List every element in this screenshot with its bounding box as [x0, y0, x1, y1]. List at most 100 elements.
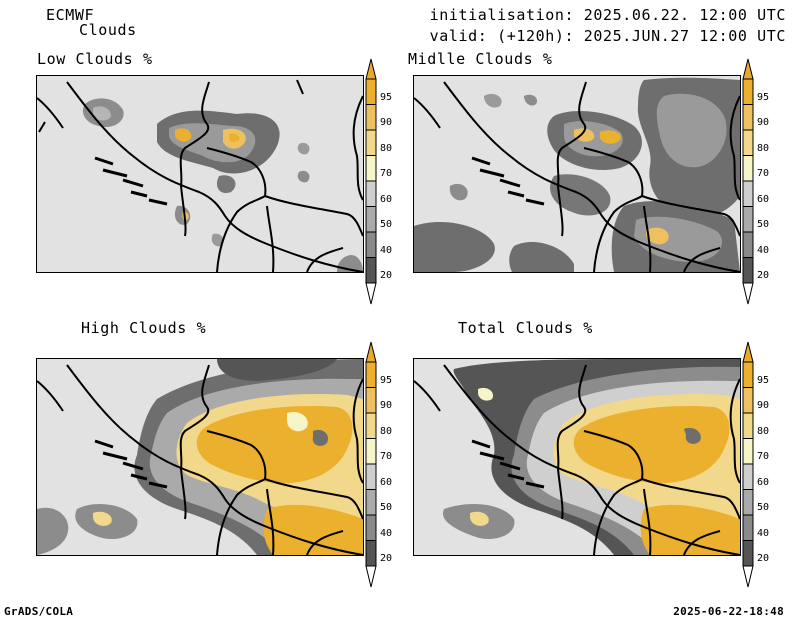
- panel-title-low: Low Clouds %: [37, 50, 153, 68]
- border-lines: [414, 81, 740, 272]
- colorbar-tick-label: 60: [757, 476, 770, 488]
- colorbar-top-arrow: [742, 58, 754, 80]
- colorbar-low: 20 40 50 60 70 80 90 95: [365, 58, 401, 305]
- colorbar-tick-label: 95: [380, 91, 393, 103]
- map-high-clouds: [36, 358, 364, 556]
- colorbar-tick-label: 60: [380, 193, 393, 205]
- colorbar-tick-label: 70: [757, 451, 770, 462]
- colorbar-tick-label: 20: [380, 553, 393, 564]
- colorbar-band: [365, 231, 377, 258]
- map-low-clouds: [36, 75, 364, 273]
- colorbar-band: [742, 257, 754, 284]
- colorbar-band: [742, 104, 754, 131]
- cloud-shading: [82, 98, 363, 272]
- colorbar-bottom-arrow: [365, 282, 377, 305]
- colorbar-band: [742, 206, 754, 233]
- footer-timestamp: 2025-06-22-18:48: [673, 605, 784, 618]
- colorbar-top-arrow: [365, 341, 377, 363]
- colorbar-band: [365, 361, 377, 388]
- panel-title-high: High Clouds %: [81, 319, 207, 337]
- colorbar-tick-label: 80: [380, 142, 393, 154]
- colorbar-tick-label: 95: [757, 91, 770, 103]
- colorbar-band: [365, 438, 377, 465]
- colorbar-band: [365, 387, 377, 414]
- colorbar-band: [365, 155, 377, 182]
- colorbar-tick-label: 90: [380, 400, 393, 411]
- colorbar-tick-label: 80: [757, 425, 770, 437]
- colorbar-middle: 20 40 50 60 70 80 90 95: [742, 58, 778, 305]
- colorbar-band: [365, 514, 377, 541]
- colorbar-band: [742, 412, 754, 439]
- colorbar-tick-label: 20: [757, 553, 770, 564]
- colorbar-band: [742, 361, 754, 388]
- colorbar-band: [365, 104, 377, 131]
- colorbar-tick-label: 70: [380, 168, 393, 179]
- cloud-shading: [37, 359, 363, 555]
- valid-time-text: valid: (+120h): 2025.JUN.27 12:00 UTC: [429, 27, 786, 45]
- colorbar-tick-label: 90: [380, 117, 393, 128]
- colorbar-tick-label: 50: [380, 219, 393, 230]
- colorbar-bottom-arrow: [742, 282, 754, 305]
- colorbar-band: [742, 129, 754, 156]
- colorbar-tick-label: 70: [380, 451, 393, 462]
- footer-credit: GrADS/COLA: [4, 605, 74, 618]
- cloud-shading: [442, 359, 740, 555]
- colorbar-band: [365, 78, 377, 105]
- islands: [94, 439, 168, 489]
- colorbar-tick-label: 90: [757, 117, 770, 128]
- colorbar-scale: [742, 58, 754, 305]
- colorbar-tick-label: 95: [757, 374, 770, 386]
- map-total-clouds: [413, 358, 741, 556]
- colorbar-band: [742, 78, 754, 105]
- islands: [471, 439, 545, 489]
- model-label: ECMWF: [46, 6, 95, 24]
- colorbar-band: [365, 129, 377, 156]
- islands: [471, 156, 545, 206]
- colorbar-tick-label: 40: [757, 244, 770, 256]
- colorbar-tick-label: 80: [380, 425, 393, 437]
- colorbar-top-arrow: [742, 341, 754, 363]
- colorbar-tick-label: 80: [757, 142, 770, 154]
- panel-title-total: Total Clouds %: [458, 319, 593, 337]
- colorbar-band: [742, 463, 754, 490]
- colorbar-band: [365, 463, 377, 490]
- colorbar-band: [742, 155, 754, 182]
- colorbar-tick-label: 50: [380, 502, 393, 513]
- colorbar-band: [742, 540, 754, 567]
- colorbar-tick-label: 70: [757, 168, 770, 179]
- colorbar-band: [365, 257, 377, 284]
- colorbar-tick-label: 90: [757, 400, 770, 411]
- colorbar-scale: [365, 58, 377, 305]
- colorbar-tick-label: 40: [757, 527, 770, 539]
- map-graphic-high: [37, 359, 363, 555]
- colorbar-band: [365, 206, 377, 233]
- map-graphic-middle: [414, 77, 740, 272]
- colorbar-total: 20 40 50 60 70 80 90 95: [742, 341, 778, 588]
- colorbar-tick-label: 50: [757, 502, 770, 513]
- islands: [94, 156, 168, 206]
- colorbar-high: 20 40 50 60 70 80 90 95: [365, 341, 401, 588]
- colorbar-tick-label: 60: [380, 476, 393, 488]
- colorbar-bottom-arrow: [742, 565, 754, 588]
- colorbar-band: [742, 180, 754, 207]
- colorbar-band: [742, 438, 754, 465]
- colorbar-band: [365, 540, 377, 567]
- product-label: Clouds: [79, 21, 137, 39]
- colorbar-tick-label: 60: [757, 193, 770, 205]
- colorbar-band: [742, 387, 754, 414]
- colorbar-band: [742, 514, 754, 541]
- panel-title-middle: Midlle Clouds %: [408, 50, 553, 68]
- map-middle-clouds: [413, 75, 741, 273]
- map-graphic-low: [37, 79, 363, 272]
- colorbar-tick-label: 40: [380, 527, 393, 539]
- colorbar-scale: [742, 341, 754, 588]
- colorbar-tick-label: 50: [757, 219, 770, 230]
- colorbar-band: [742, 489, 754, 516]
- colorbar-tick-label: 20: [380, 270, 393, 281]
- map-graphic-total: [414, 359, 740, 555]
- colorbar-tick-label: 95: [380, 374, 393, 386]
- initialisation-text: initialisation: 2025.06.22. 12:00 UTC: [429, 6, 786, 24]
- colorbar-band: [365, 489, 377, 516]
- border-lines: [37, 79, 363, 272]
- colorbar-band: [365, 412, 377, 439]
